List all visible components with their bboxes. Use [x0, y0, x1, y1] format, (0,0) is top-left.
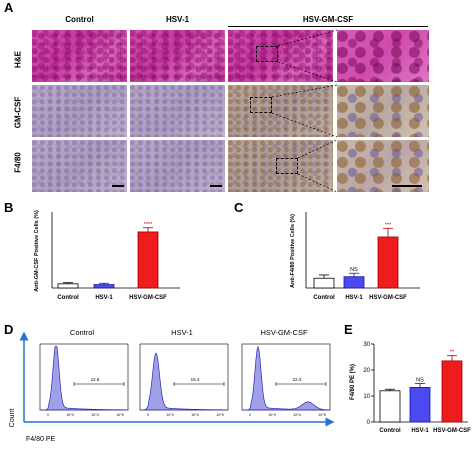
chart-e-ytick-3: 30 — [363, 342, 370, 348]
chart-b-bar-2 — [137, 231, 159, 289]
chart-b-sig-2: **** — [144, 222, 153, 228]
histogram-control — [39, 343, 129, 411]
histogram-hsv1 — [139, 343, 229, 411]
chart-e-bar-2 — [441, 360, 463, 423]
chart-d-xlabel: F4/80 PE — [26, 436, 56, 443]
f480-control-image — [32, 140, 127, 192]
histogram-area-2 — [241, 345, 331, 411]
column-header-hsv-gm-csf: HSV-GM-CSF — [302, 15, 354, 24]
scale-bar-hsv1 — [210, 185, 222, 187]
panel-letter-b: B — [4, 200, 14, 215]
chart-e: F4/80 PE (%) 0 10 20 30 Control HSV-1 HS… — [350, 342, 471, 434]
hist2-tick-0: 0 — [249, 413, 251, 417]
chart-b-xtick-2: HSV-GM-CSF — [129, 295, 167, 301]
panel-letter-d: D — [4, 322, 14, 337]
f480-zoom-region — [276, 158, 298, 174]
gate-value-2: 22.3 — [293, 377, 302, 382]
chart-c-xtick-0: Control — [313, 295, 335, 301]
column-header-control: Control — [65, 15, 94, 24]
chart-e-bar-0 — [379, 390, 401, 423]
chart-e-xtick-0: Control — [379, 428, 401, 434]
he-hsv-gm-csf-image — [228, 30, 333, 82]
chart-c-ylabel: Anti-F4/80 Positive Cells (%) — [290, 214, 296, 288]
chart-e-ytick-2: 20 — [363, 368, 370, 374]
hist1-tick-3: 10^5 — [216, 413, 224, 417]
chart-c-xtick-2: HSV-GM-CSF — [369, 295, 407, 301]
column-header-underline — [228, 26, 428, 27]
chart-c-bar-2 — [377, 236, 399, 289]
gate-value-1: 15.4 — [191, 377, 200, 382]
chart-d: Count F4/80 PE Control HSV-1 HSV-GM-CSF … — [9, 328, 335, 443]
histogram-area-0 — [39, 345, 129, 411]
histogram-hsv-gm-csf — [241, 343, 331, 411]
gm-csf-hsv-gm-csf-image — [228, 85, 333, 137]
gm-csf-zoom-image — [337, 85, 429, 137]
hist0-tick-2: 10^4 — [91, 413, 99, 417]
chart-e-xtick-1: HSV-1 — [411, 428, 429, 434]
chart-b-bar-0 — [57, 283, 79, 289]
chart-c-xtick-1: HSV-1 — [345, 295, 363, 301]
f480-hsv-gm-csf-image — [228, 140, 333, 192]
f480-hsv1-image — [130, 140, 225, 192]
chart-d-ylabel: Count — [9, 409, 16, 428]
gm-csf-hsv1-image — [130, 85, 225, 137]
histogram-area-1 — [139, 352, 229, 411]
he-zoom-image — [337, 30, 429, 82]
hist0-tick-3: 10^5 — [116, 413, 124, 417]
hist2-tick-2: 10^4 — [293, 413, 301, 417]
panel-letter-e: E — [344, 322, 353, 337]
chart-c: Anti-F4/80 Positive Cells (%) Control HS… — [290, 212, 420, 301]
he-hsv1-image — [130, 30, 225, 82]
scale-bar-zoom — [392, 185, 422, 187]
panel-letter-a: A — [4, 0, 14, 15]
column-header-hsv1: HSV-1 — [165, 15, 190, 24]
hist-title-0: Control — [70, 328, 95, 337]
he-control-image — [32, 30, 127, 82]
chart-c-sig-1: NS — [350, 267, 358, 273]
gm-csf-control-image — [32, 85, 127, 137]
panel-letter-c: C — [234, 200, 244, 215]
chart-c-bar-0 — [313, 277, 335, 289]
chart-e-bar-1 — [409, 387, 431, 423]
chart-e-ylabel: F4/80 PE (%) — [350, 364, 356, 400]
hist2-tick-1: 10^3 — [268, 413, 276, 417]
hist1-tick-0: 0 — [147, 413, 149, 417]
chart-e-ytick-1: 10 — [363, 394, 370, 400]
chart-c-bar-1 — [343, 276, 365, 289]
chart-e-ytick-0: 0 — [367, 420, 371, 426]
hist0-tick-1: 10^3 — [66, 413, 74, 417]
chart-b-bar-1 — [93, 284, 115, 289]
hist1-tick-2: 10^4 — [191, 413, 199, 417]
gm-csf-zoom-region — [250, 97, 272, 113]
gate-value-0: 12.6 — [91, 377, 100, 382]
hist1-tick-1: 10^3 — [166, 413, 174, 417]
chart-e-sig-2: ** — [450, 350, 455, 356]
he-zoom-region — [256, 46, 278, 62]
f480-zoom-image — [337, 140, 429, 192]
chart-b-xtick-0: Control — [57, 295, 79, 301]
scale-bar-control — [112, 185, 124, 187]
chart-e-xtick-2: HSV-GM-CSF — [433, 428, 471, 434]
hist-title-1: HSV-1 — [171, 328, 193, 337]
zoom-connectors — [271, 29, 338, 193]
chart-c-sig-2: *** — [385, 222, 392, 228]
hist-title-2: HSV-GM-CSF — [260, 328, 308, 337]
chart-b-ylabel: Anti-GM-CSF Positive Cells (%) — [34, 210, 40, 292]
hist0-tick-0: 0 — [47, 413, 49, 417]
chart-b: Anti-GM-CSF Positive Cells (%) Control H… — [34, 210, 180, 301]
chart-e-sig-1: NS — [416, 378, 424, 384]
chart-b-xtick-1: HSV-1 — [95, 295, 113, 301]
hist2-tick-3: 10^5 — [318, 413, 326, 417]
